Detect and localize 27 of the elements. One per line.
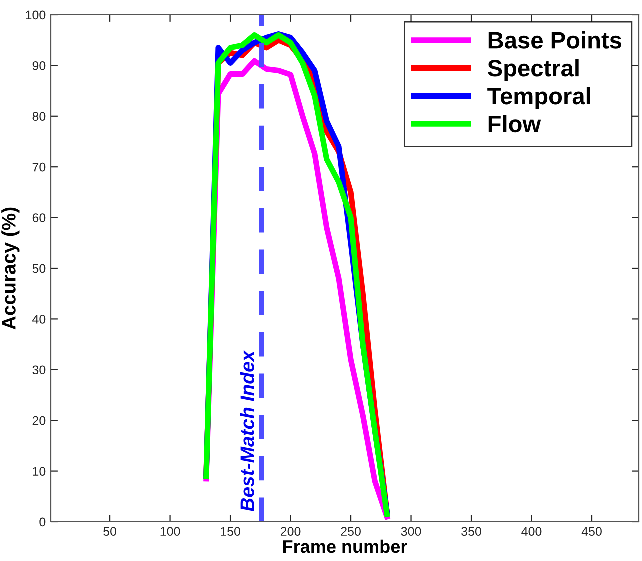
- legend-label: Temporal: [488, 87, 590, 110]
- legend-label: Spectral: [488, 59, 579, 82]
- x-axis-title: Frame number: [284, 540, 408, 554]
- y-tick-label: 10: [33, 467, 46, 476]
- y-tick-label: 0: [40, 518, 46, 527]
- x-tick-label: 50: [104, 527, 117, 536]
- x-tick-label: 300: [401, 527, 422, 536]
- legend-label: Flow: [488, 115, 542, 133]
- x-tick-label: 100: [160, 527, 180, 536]
- x-tick-label: 450: [582, 527, 602, 536]
- x-tick-label: 200: [280, 527, 301, 536]
- y-tick-label: 100: [26, 10, 46, 20]
- y-tick-label: 90: [32, 62, 46, 70]
- legend-label: Base Points: [488, 32, 622, 49]
- y-tick-label: 80: [32, 112, 46, 122]
- y-tick-label: 30: [32, 366, 46, 375]
- y-tick-label: 70: [32, 162, 46, 172]
- x-tick-label: 250: [341, 527, 361, 536]
- x-tick-label: 150: [221, 527, 240, 536]
- y-axis-title: Accuracy (%): [2, 208, 20, 330]
- y-tick-label: 40: [32, 315, 46, 324]
- ref-line-label: Best-Match Index: [240, 350, 254, 512]
- x-tick-label: 400: [522, 527, 542, 536]
- y-tick-label: 50: [32, 264, 46, 274]
- y-tick-label: 20: [32, 416, 46, 426]
- x-tick-label: 350: [462, 527, 482, 536]
- y-tick-label: 60: [32, 214, 46, 222]
